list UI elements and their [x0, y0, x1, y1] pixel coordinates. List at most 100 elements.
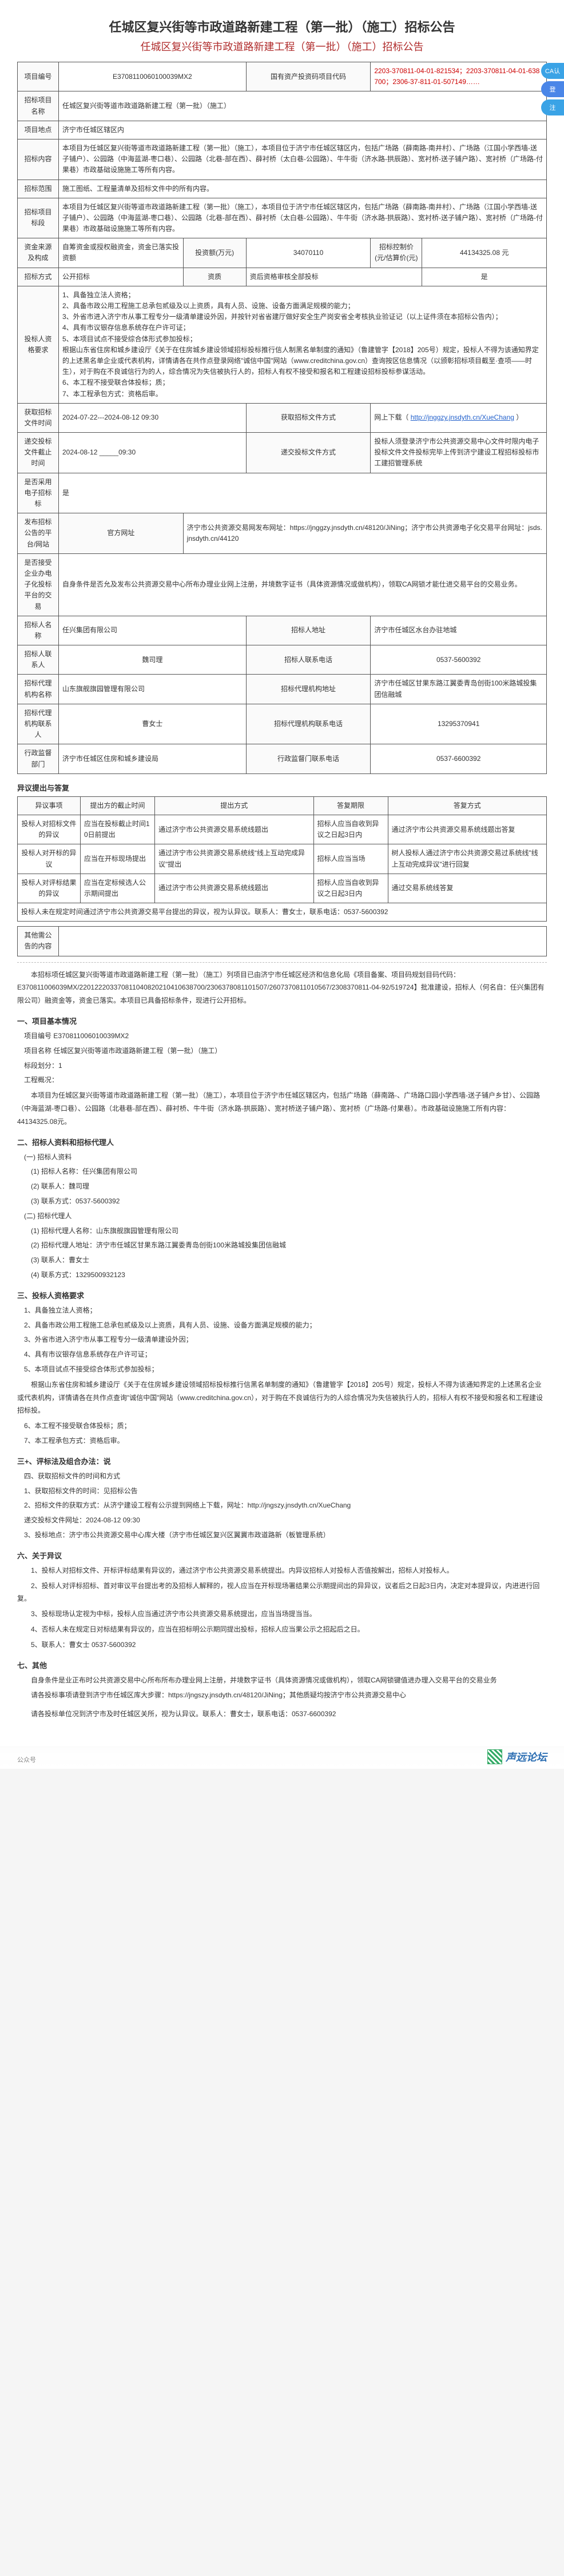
list-item: 1、投标人对招标文件、开标评标结果有异议的，通过济宁市公共资源交易系统提出。内异… [17, 1564, 547, 1577]
list-item: 递交投标文件网址：2024-08-12 09:30 [24, 1514, 547, 1527]
lbl-submit-time: 递交投标文件截止时间 [18, 433, 59, 473]
val-agent-addr: 济宁市任城区甘果东路江翼委青岛创街100米路城投集团信融城 [371, 675, 547, 704]
list-item: (1) 招标人名称：任兴集团有限公司 [31, 1165, 547, 1178]
lbl-doc-method: 获取招标文件方式 [246, 403, 371, 432]
obj-cell: 应当在定标候选人公示期间提出 [81, 874, 155, 903]
lbl-content: 招标内容 [18, 139, 59, 180]
objection-table: 异议事项 提出方的截止时间 提出方式 答复期限 答复方式 投标人对招标文件的异议… [17, 796, 547, 922]
list-item: 四、获取招标文件的时间和方式 [24, 1470, 547, 1483]
val-agent-contact: 曹女士 [59, 704, 247, 744]
obj-cell: 投标人对评标结果的异议 [18, 874, 81, 903]
side-btn-ca[interactable]: CA认 [541, 63, 564, 79]
req-item: 4、具有市议银存信息系统存在户许可证； [62, 322, 543, 333]
page-main-title: 任城区复兴街等市政道路新建工程（第一批）（施工）招标公告 [17, 11, 547, 39]
obj-cell: 通过济宁市公共资源交易系统线题出答复 [388, 815, 547, 844]
lbl-submit-method: 递交投标文件方式 [246, 433, 371, 473]
lbl-bid-method: 招标方式 [18, 268, 59, 286]
lbl-ctrl-price: 招标控制价(元/估算价(元) [371, 238, 422, 268]
list-item: 根据山东省住房和城乡建设厅《关于在住房城乡建设领域招标投标推行信黑名单制度的通知… [17, 1378, 547, 1417]
list-item: 请各投标事项请登到济宁市任城区库大步骤：https://jngszy.jnsdy… [17, 1689, 547, 1702]
list-item: 1、具备独立法人资格； [24, 1304, 547, 1317]
list-item: 项目名称 任城区复兴街等道市政道路新建工程（第一批）（施工） [24, 1044, 547, 1058]
other-table: 其他需公告的内容 [17, 926, 547, 956]
list-item: 2、投标人对评标招标、首对审议平台提出考的及招标人解释的，视人应当在开标现场署结… [17, 1580, 547, 1606]
obj-cell: 投标人对招标文件的异议 [18, 815, 81, 844]
table-row: 投标人对开标的异议 应当在开标现场提出 通过济宁市公共资源交易系统线“线上互动完… [18, 844, 547, 874]
val-other [59, 927, 547, 956]
footer-left-text: 公众号 [17, 1755, 36, 1764]
obj-h3: 答复期限 [313, 796, 388, 815]
lbl-eplatform: 是否接受企业办电子化投标平台的交易 [18, 553, 59, 616]
val-tenderee-tel: 0537-5600392 [371, 645, 547, 675]
obj-h0: 异议事项 [18, 796, 81, 815]
qrcode-icon [487, 1749, 502, 1764]
val-section: 本项目为任城区复兴街等道市政道路新建工程（第一批）（施工），本项目位于济宁市任城… [59, 198, 547, 238]
s5-title: 六、关于异议 [17, 1550, 547, 1561]
footer-overlay: 公众号 声远论坛 [0, 1734, 564, 1769]
val-project-name: 任城区复兴街等道市政道路新建工程（第一批）（施工） [59, 91, 547, 121]
lbl-other: 其他需公告的内容 [18, 927, 59, 956]
val-tenderee: 任兴集团有限公司 [59, 616, 247, 645]
val-supervisor: 济宁市任城区住房和城乡建设局 [59, 744, 247, 773]
lbl-invest: 投资额(万元) [183, 238, 246, 268]
obj-cell: 通过济宁市公共资源交易系统线“线上互动完成异议"提出 [155, 844, 314, 874]
val-bidder-req: 1、具备独立法人资格； 2、具备市政公用工程施工总承包贰级及以上资质，具有人员、… [59, 286, 547, 403]
s4-title: 三+、评标法及组合办法：说 [17, 1456, 547, 1466]
lbl-agent-tel: 招标代理机构联系电话 [246, 704, 371, 744]
obj-cell: 通过济宁市公共资源交易系统线题出 [155, 874, 314, 903]
list-item: (1) 招标代理人名称：山东旗舰旗园管理有限公司 [31, 1225, 547, 1238]
lbl-scope: 招标范围 [18, 180, 59, 198]
req-item: 1、具备独立法人资格； [62, 290, 543, 301]
req-item: 2、具备市政公用工程施工总承包贰级及以上资质，具有人员、设施、设备方面满足规模的… [62, 301, 543, 312]
lbl-tenderee: 招标人名称 [18, 616, 59, 645]
doc-download-link[interactable]: http://jnggzy.jnsdyth.cn/XueChang [411, 413, 514, 421]
val-submit-time: 2024-08-12 _____09:30 [59, 433, 247, 473]
val-doc-method: 网上下载（ http://jnggzy.jnsdyth.cn/XueChang … [371, 403, 547, 432]
side-btn-register[interactable]: 注 [541, 99, 564, 115]
list-item: 自身条件是业正布时公共资源交易中心所布所布办理业网上注册，并境数字证书（具体资源… [17, 1674, 547, 1687]
val-tenderee-addr: 济宁市任城区水台办驻地城 [371, 616, 547, 645]
separator [17, 962, 547, 963]
list-item: (3) 联系人：曹女士 [31, 1254, 547, 1267]
lbl-fund: 资金来源及构成 [18, 238, 59, 268]
list-item: 1、获取招标文件的时间：见招标公告 [24, 1485, 547, 1498]
lbl-qual: 资质 [183, 268, 246, 286]
val-location: 济宁市任城区辖区内 [59, 121, 547, 139]
list-item: 7、本工程承包方式：资格后审。 [24, 1434, 547, 1447]
obj-footnote: 投标人未在规定时间通过济宁市公共资源交易平台提出的异议，视为认异议。联系人：曹女… [18, 903, 547, 922]
req-item: 7、本工程承包方式：资格后审。 [62, 389, 543, 400]
val-tenderee-contact: 魏司理 [59, 645, 247, 675]
lbl-agent-contact: 招标代理机构联系人 [18, 704, 59, 744]
footer-logo-text: 声远论坛 [506, 1749, 547, 1764]
val-agent-tel: 13295370941 [371, 704, 547, 744]
val-qual-yes: 是 [422, 268, 547, 286]
list-item: 2、招标文件的获取方式：从济宁建设工程有公示提到网络上下载，网址：http://… [24, 1499, 547, 1512]
list-item: 3、投标现场认定视为中标，投标人应当通过济宁市公共资源交易系统提出，应当当场提当… [17, 1608, 547, 1621]
s1-title: 一、项目基本情况 [17, 1015, 547, 1026]
lbl-pub-platform: 发布招标公告的平台/网站 [18, 513, 59, 554]
lbl-doc-time: 获取招标文件时间 [18, 403, 59, 432]
lbl-location: 项目地点 [18, 121, 59, 139]
obj-h2: 提出方式 [155, 796, 314, 815]
val-asset-code: 2203-370811-04-01-821534；2203-370811-04-… [371, 62, 547, 91]
obj-cell: 应当在投标截止时间10日前提出 [81, 815, 155, 844]
doc-method-suffix: ） [516, 413, 523, 421]
list-item: 本项目为任城区复兴街等道市政道路新建工程（第一批）（施工），本项目位于济宁市任城… [17, 1089, 547, 1128]
list-item: (二) 招标代理人 [24, 1210, 547, 1223]
list-item: (4) 联系方式：1329500932123 [31, 1269, 547, 1282]
side-btn-login[interactable]: 登 [541, 81, 564, 97]
lbl-project-no: 项目编号 [18, 62, 59, 91]
list-item: 工程概况： [24, 1074, 547, 1087]
obj-cell: 投标人对开标的异议 [18, 844, 81, 874]
obj-cell: 招标人应当自收到异议之日起3日内 [313, 874, 388, 903]
closing-paragraph: 请各投标单位况到济宁市及时任城区关所，视为认异议。联系人：曹女士，联系电话：05… [17, 1708, 547, 1721]
list-item: 5、联系人：曹女士 0537-5600392 [17, 1638, 547, 1652]
val-invest: 34070110 [246, 238, 371, 268]
project-info-table: 项目编号 E3708110060100039MX2 国有资产投资码项目代码 22… [17, 62, 547, 774]
val-submit-method: 投标人须登录济宁市公共资源交易中心文件时限内电子投标文件文件投标完毕上传到济宁建… [371, 433, 547, 473]
lbl-project-name: 招标项目名称 [18, 91, 59, 121]
val-bid-method: 公开招标 [59, 268, 184, 286]
intro-paragraph: 本招标项任城区复兴街等道市政道路新建工程（第一批）（施工）列项目已由济宁市任城区… [17, 968, 547, 1007]
list-item: 6、本工程不接受联合体投标；质； [24, 1419, 547, 1433]
lbl-official-url: 官方网址 [59, 513, 184, 554]
